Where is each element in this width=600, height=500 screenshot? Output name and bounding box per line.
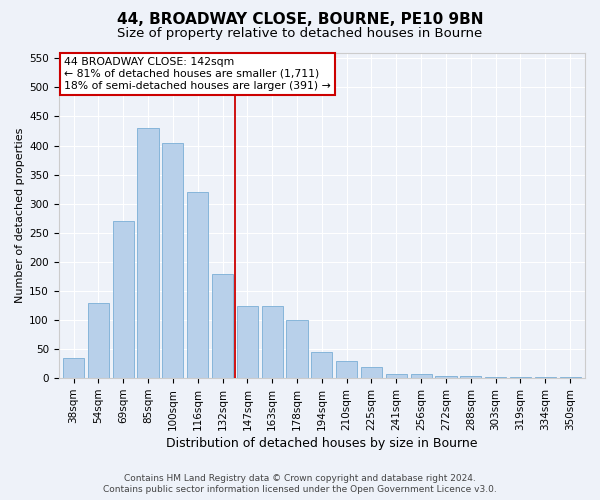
Bar xyxy=(410,374,431,378)
Bar xyxy=(386,374,407,378)
Bar xyxy=(361,366,382,378)
Bar xyxy=(237,306,258,378)
Bar xyxy=(286,320,308,378)
Bar xyxy=(63,358,84,378)
Bar xyxy=(262,306,283,378)
Bar xyxy=(460,376,481,378)
Text: 44, BROADWAY CLOSE, BOURNE, PE10 9BN: 44, BROADWAY CLOSE, BOURNE, PE10 9BN xyxy=(117,12,483,28)
Bar xyxy=(535,377,556,378)
Bar xyxy=(212,274,233,378)
Bar xyxy=(436,376,457,378)
Bar xyxy=(88,302,109,378)
Text: Size of property relative to detached houses in Bourne: Size of property relative to detached ho… xyxy=(118,28,482,40)
X-axis label: Distribution of detached houses by size in Bourne: Distribution of detached houses by size … xyxy=(166,437,478,450)
Text: Contains HM Land Registry data © Crown copyright and database right 2024.
Contai: Contains HM Land Registry data © Crown c… xyxy=(103,474,497,494)
Text: 44 BROADWAY CLOSE: 142sqm
← 81% of detached houses are smaller (1,711)
18% of se: 44 BROADWAY CLOSE: 142sqm ← 81% of detac… xyxy=(64,58,331,90)
Bar xyxy=(137,128,158,378)
Y-axis label: Number of detached properties: Number of detached properties xyxy=(15,128,25,303)
Bar xyxy=(560,377,581,378)
Bar xyxy=(311,352,332,378)
Bar xyxy=(510,377,531,378)
Bar xyxy=(336,361,357,378)
Bar xyxy=(162,142,184,378)
Bar xyxy=(187,192,208,378)
Bar xyxy=(113,221,134,378)
Bar xyxy=(485,377,506,378)
